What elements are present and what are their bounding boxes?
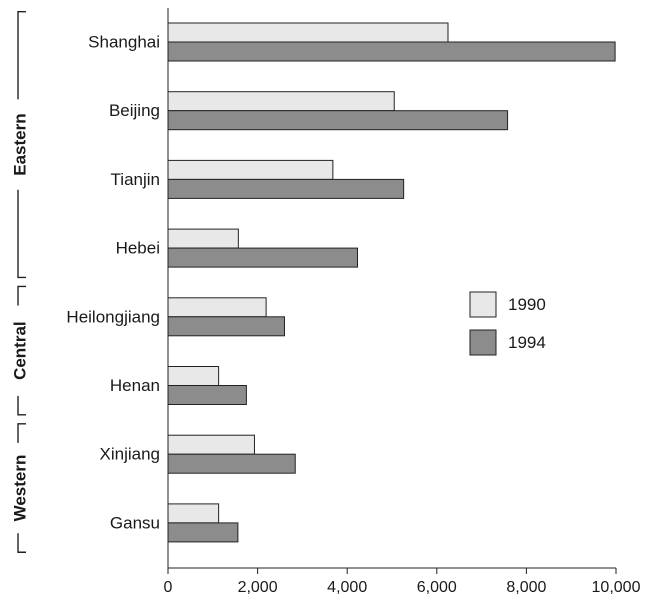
x-axis: 0 2,000 4,000 6,000 8,000 10,000 — [164, 8, 641, 596]
x-tick-label-2000: 2,000 — [238, 579, 278, 596]
bar-henan-1990 — [167, 366, 220, 386]
legend: 1990 1994 — [469, 291, 546, 356]
x-tick-label-4000: 4,000 — [327, 579, 367, 596]
x-tick-label-0: 0 — [164, 579, 173, 596]
legend-label-1994: 1994 — [508, 333, 546, 352]
bar-shanghai-1990 — [167, 22, 449, 43]
bar-xinjiang-1990 — [167, 434, 255, 455]
category-label-heilongjiang: Heilongjiang — [66, 307, 160, 326]
group-label-western: Western — [11, 455, 30, 522]
category-label-xinjiang: Xinjiang — [100, 445, 161, 464]
bar-beijing-1994 — [167, 110, 509, 131]
x-tick-label-10000: 10,000 — [592, 579, 641, 596]
bar-xinjiang-1994 — [167, 453, 296, 474]
category-label-beijing: Beijing — [109, 101, 160, 120]
legend-swatch-1994 — [469, 329, 497, 356]
legend-label-1990: 1990 — [508, 295, 546, 314]
category-labels: Shanghai Beijing Tianjin Hebei Heilongjiang H… — [66, 33, 160, 533]
bar-tianjin-1990 — [167, 159, 334, 180]
legend-swatch-1990 — [469, 291, 497, 318]
group-label-central: Central — [11, 321, 30, 380]
category-label-tianjin: Tianjin — [111, 170, 160, 189]
group-brackets: Eastern Central Western — [11, 10, 30, 553]
group-bracket-eastern — [17, 10, 26, 279]
bar-henan-1994 — [167, 385, 247, 405]
group-eastern: Eastern — [11, 10, 30, 279]
category-label-shanghai: Shanghai — [88, 33, 160, 52]
group-central: Central — [11, 285, 30, 416]
bar-beijing-1990 — [167, 91, 395, 112]
bar-shanghai-1994 — [167, 41, 616, 62]
bar-heilongjiang-1994 — [167, 316, 285, 337]
group-western: Western — [11, 423, 30, 553]
bar-heilongjiang-1990 — [167, 297, 267, 318]
group-bracket-central — [17, 285, 26, 416]
bar-gansu-1994 — [167, 522, 239, 543]
group-bracket-western — [17, 423, 26, 553]
group-label-eastern: Eastern — [11, 113, 30, 175]
x-tick-label-8000: 8,000 — [506, 579, 546, 596]
category-label-hebei: Hebei — [116, 239, 160, 258]
category-label-gansu: Gansu — [110, 513, 160, 532]
x-tick-label-6000: 6,000 — [417, 579, 457, 596]
bar-tianjin-1994 — [167, 178, 405, 199]
bar-gansu-1990 — [167, 503, 220, 524]
bars-layer — [167, 22, 616, 543]
bar-hebei-1990 — [167, 228, 239, 249]
bar-hebei-1994 — [167, 247, 359, 268]
category-label-henan: Henan — [110, 376, 160, 395]
